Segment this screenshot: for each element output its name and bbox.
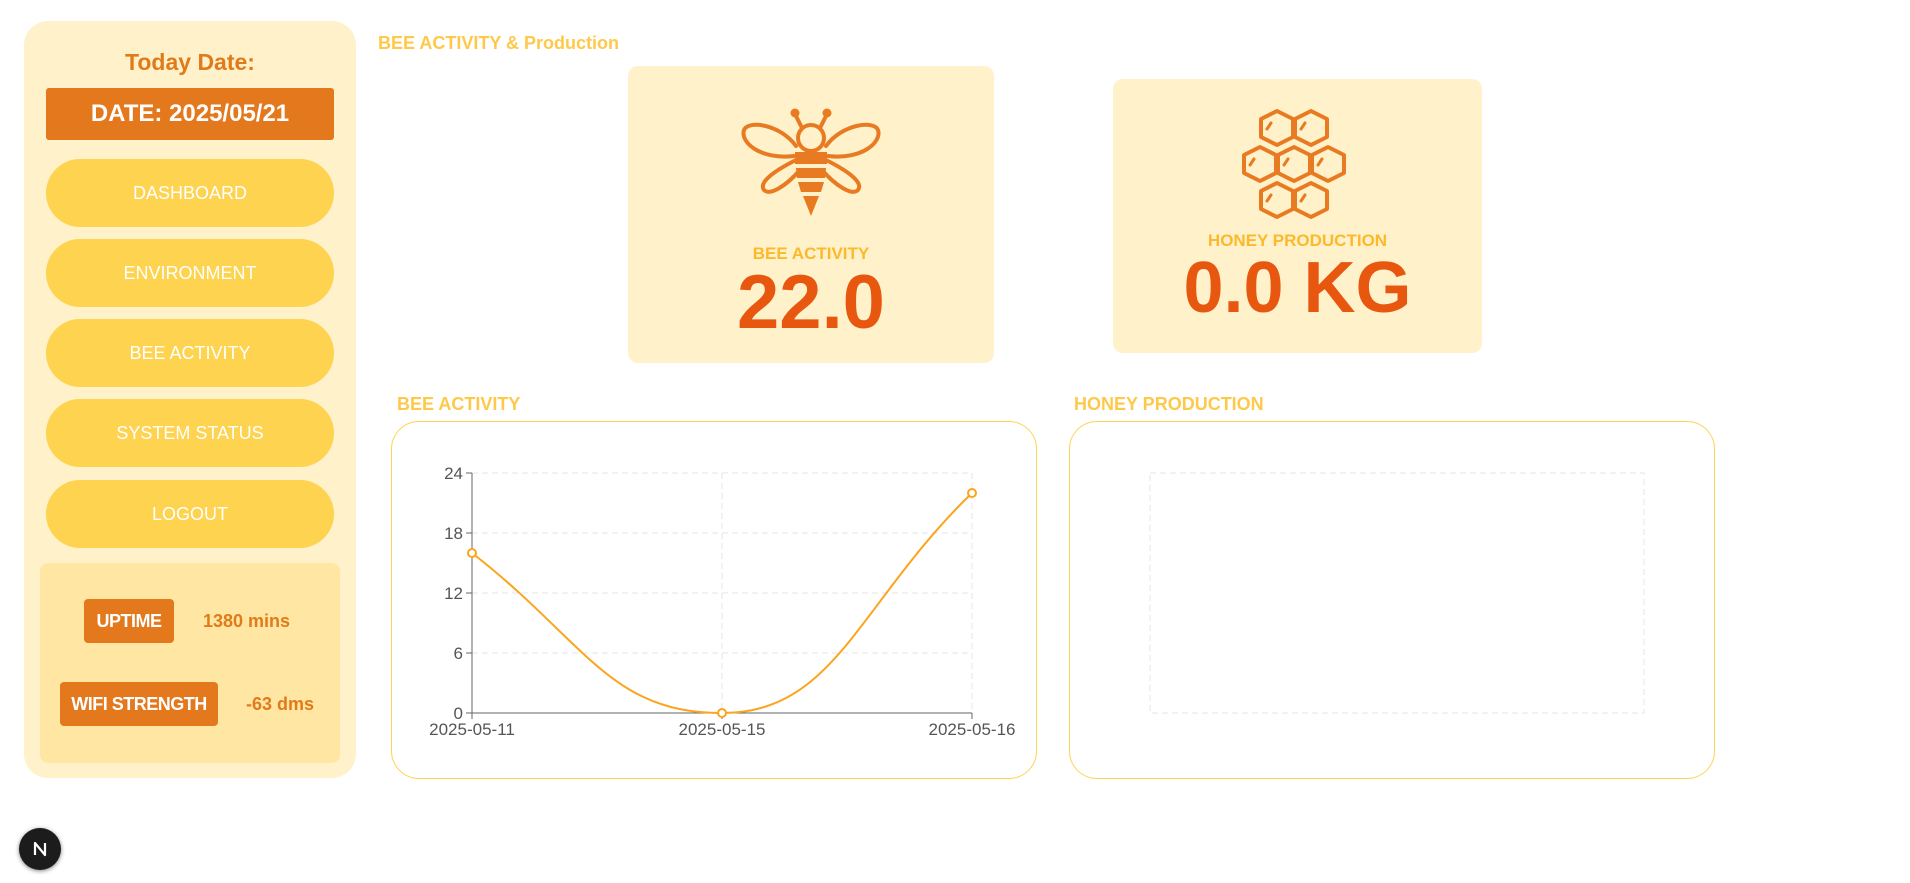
honey-production-chart (1069, 421, 1715, 779)
bee-activity-chart: 0 6 12 18 24 2025-05-11 2025-05-15 2025-05-16 (391, 421, 1037, 779)
nextjs-logo-icon (33, 841, 47, 857)
y-tick-label: 0 (454, 704, 463, 723)
system-status-panel: UPTIME 1380 mins WIFI STRENGTH -63 dms (40, 563, 340, 763)
y-tick-label: 24 (444, 464, 463, 483)
honey-production-card-label: HONEY PRODUCTION (1207, 231, 1388, 250)
wifi-strength-value: -63 dms (246, 694, 315, 714)
bee-activity-line-chart: 0 6 12 18 24 2025-05-11 2025-05-15 2025-05-16 (429, 464, 1016, 739)
bee-activity-value: 22.0 (737, 260, 885, 345)
nav-logout-button[interactable]: LOGOUT (46, 480, 334, 548)
uptime-value: 1380 mins (203, 611, 291, 631)
honeycomb-icon (1242, 109, 1346, 219)
x-tick-label: 2025-05-11 (429, 720, 515, 739)
empty-plot-area (1149, 472, 1645, 714)
nav-environment-button[interactable]: ENVIRONMENT (46, 239, 334, 307)
bee-activity-chart-title: BEE ACTIVITY (397, 394, 521, 414)
honey-production-value: 0.0 KG (1183, 248, 1412, 328)
y-tick-label: 18 (444, 524, 463, 543)
bee-activity-card: BEE ACTIVITY 22.0 (628, 66, 994, 363)
honey-production-empty-chart (1149, 472, 1645, 714)
data-point (467, 548, 477, 558)
nav-system-status-button[interactable]: SYSTEM STATUS (46, 399, 334, 467)
data-point (717, 708, 727, 718)
honey-production-card: HONEY PRODUCTION 0.0 KG (1113, 79, 1482, 353)
bee-icon (741, 108, 881, 216)
honey-production-chart-title: HONEY PRODUCTION (1074, 394, 1264, 414)
data-point (967, 488, 977, 498)
x-tick-label: 2025-05-15 (679, 720, 766, 739)
sidebar: Today Date: DATE: 2025/05/21 DASHBOARD E… (24, 21, 356, 778)
y-tick-label: 12 (444, 584, 463, 603)
nextjs-dev-badge[interactable] (19, 828, 61, 870)
y-tick-label: 6 (454, 644, 463, 663)
today-date-label: Today Date: (125, 49, 255, 75)
page-title: BEE ACTIVITY & Production (378, 33, 620, 53)
nav-bee-activity-button[interactable]: BEE ACTIVITY (46, 319, 334, 387)
uptime-badge: UPTIME (84, 599, 174, 643)
bee-activity-card-label: BEE ACTIVITY (752, 244, 870, 263)
x-tick-label: 2025-05-16 (929, 720, 1016, 739)
date-display: DATE: 2025/05/21 (46, 88, 334, 140)
wifi-strength-badge: WIFI STRENGTH (60, 682, 218, 726)
nav-dashboard-button[interactable]: DASHBOARD (46, 159, 334, 227)
